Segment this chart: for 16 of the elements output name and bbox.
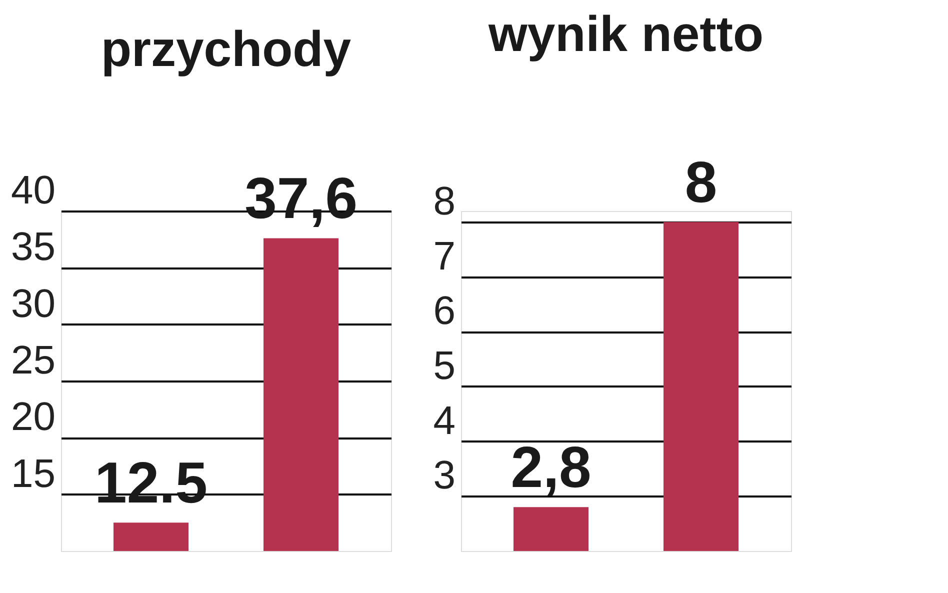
y-tick-label: 3 <box>433 454 456 498</box>
y-tick-label: 4 <box>433 398 456 443</box>
y-tick-label: 8 <box>433 179 456 224</box>
y-tick-label: 40 <box>11 168 56 212</box>
data-label: 2,8 <box>510 435 592 500</box>
y-tick-label: 15 <box>11 452 56 496</box>
y-tick-label: 35 <box>11 225 56 270</box>
data-label: 8 <box>684 150 718 215</box>
y-tick-label: 6 <box>433 289 456 334</box>
chart-title: wynik netto <box>487 6 764 62</box>
chart-title: przychody <box>100 21 352 77</box>
y-tick-label: 30 <box>11 282 56 326</box>
y-tick-label: 5 <box>433 344 456 388</box>
y-tick-label: 20 <box>11 395 56 440</box>
y-tick-label: 7 <box>433 234 456 278</box>
y-tick-label: 25 <box>11 338 56 382</box>
